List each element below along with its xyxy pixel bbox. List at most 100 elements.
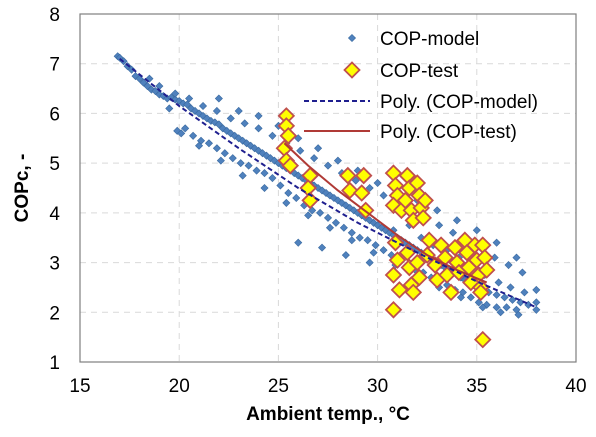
cop-test-point [442, 283, 460, 302]
cop-model-point [216, 156, 225, 165]
cop-model-point [333, 196, 342, 205]
cop-model-point [482, 300, 491, 309]
legend-symbol-cop-test [343, 61, 361, 79]
cop-model-trend-line [119, 57, 537, 309]
cop-model-point [268, 174, 277, 183]
legend-label-model-trend: Poly. (COP-model) [380, 92, 538, 113]
cop-model-point [165, 104, 174, 113]
cop-model-point [363, 236, 372, 245]
cop-test-point [408, 253, 427, 272]
legend-symbol-cop-model [347, 33, 357, 43]
cop-model-point [472, 226, 481, 235]
cop-model-point [214, 120, 223, 129]
x-tick-label: 30 [367, 376, 388, 397]
cop-model-point [500, 293, 509, 302]
cop-model-point [508, 295, 517, 304]
cop-model-point [260, 169, 269, 178]
cop-model-point [492, 238, 501, 247]
cop-model-point [347, 236, 356, 245]
cop-model-point [333, 156, 342, 165]
y-tick-label: 5 [49, 154, 60, 175]
cop-model-point [339, 223, 348, 232]
cop-model-point [379, 246, 388, 255]
plot-area-frame [79, 13, 577, 363]
cop-test-point [390, 281, 409, 299]
cop-model-point [325, 223, 335, 232]
cop-model-point [433, 206, 442, 215]
cop-model-point [131, 72, 140, 81]
cop-model-point [532, 305, 541, 314]
cop-model-point [492, 290, 501, 299]
cop-model-point [177, 129, 186, 138]
legend-label-test-trend: Poly. (COP-test) [380, 122, 517, 143]
cop-test-point [341, 181, 359, 200]
cop-model-point [520, 288, 529, 297]
cop-model-point [252, 166, 261, 175]
x-tick-label: 25 [268, 376, 289, 397]
cop-model-point [478, 303, 487, 312]
cop-model-point [373, 179, 382, 188]
cop-model-point [212, 144, 221, 153]
legend-entry-model-trend: Poly. (COP-model) [304, 92, 538, 113]
cop-test-point [384, 164, 403, 182]
cop-test-point [446, 238, 464, 257]
cop-model-point [371, 241, 380, 250]
cop-model-point [323, 213, 333, 222]
cop-model-point [435, 221, 444, 230]
cop-model-point [175, 96, 184, 106]
cop-test-point [410, 268, 429, 287]
cop-test-point [384, 301, 403, 319]
cop-model-point [355, 233, 364, 242]
cop-model-point [206, 116, 215, 125]
cop-model-point [331, 218, 340, 227]
cop-model-point [456, 293, 465, 302]
cop-model-point [294, 238, 303, 247]
legend-label-cop-model: COP-model [380, 29, 479, 50]
cop-model-point [329, 193, 338, 202]
cop-model-point [514, 310, 523, 319]
cop-model-point [181, 124, 190, 133]
cop-model-point [234, 134, 243, 143]
cop-model-point [226, 114, 235, 123]
cop-model-point [185, 94, 194, 103]
cop-model-point [532, 298, 541, 307]
cop-test-points [275, 107, 496, 349]
cop-model-point [173, 126, 182, 135]
cop-model-point [308, 206, 317, 215]
cop-test-point [339, 166, 357, 185]
cop-model-point [127, 65, 136, 74]
x-tick-label: 35 [466, 376, 487, 397]
cop-model-point [365, 183, 374, 193]
cop-model-point [276, 181, 285, 190]
cop-model-point [347, 228, 356, 237]
cop-model-point [220, 149, 229, 158]
cop-model-point [504, 261, 513, 270]
cop-model-point [284, 188, 293, 197]
cop-model-point [506, 283, 515, 292]
cop-model-point [296, 146, 305, 155]
cop-model-point [198, 101, 208, 110]
y-tick-label: 8 [49, 5, 60, 26]
legend-entry-cop-model: COP-model [347, 29, 479, 50]
cop-model-point [318, 186, 327, 195]
cop-model-point [351, 176, 360, 185]
cop-test-point [279, 127, 298, 145]
cop-model-point [218, 124, 227, 133]
cop-test-point [352, 184, 371, 202]
cop-test-point [471, 283, 490, 302]
legend-label-cop-test: COP-test [380, 61, 459, 82]
cop-model-point [212, 106, 221, 115]
legend: COP-model COP-test Poly. (COP-model) Pol… [304, 29, 538, 143]
cop-model-point [254, 111, 263, 120]
cop-model-point [292, 193, 301, 202]
cop-model-point [502, 303, 511, 312]
y-axis-ticks: 1 2 3 4 5 6 7 8 [49, 5, 60, 374]
cop-model-point [345, 203, 354, 212]
x-axis-ticks: 15 20 25 30 35 40 [69, 376, 586, 397]
cop-model-point [238, 171, 247, 180]
cop-model-point [532, 285, 541, 294]
cop-test-point [432, 236, 450, 254]
y-tick-label: 4 [49, 204, 60, 225]
cop-model-point [230, 131, 239, 140]
